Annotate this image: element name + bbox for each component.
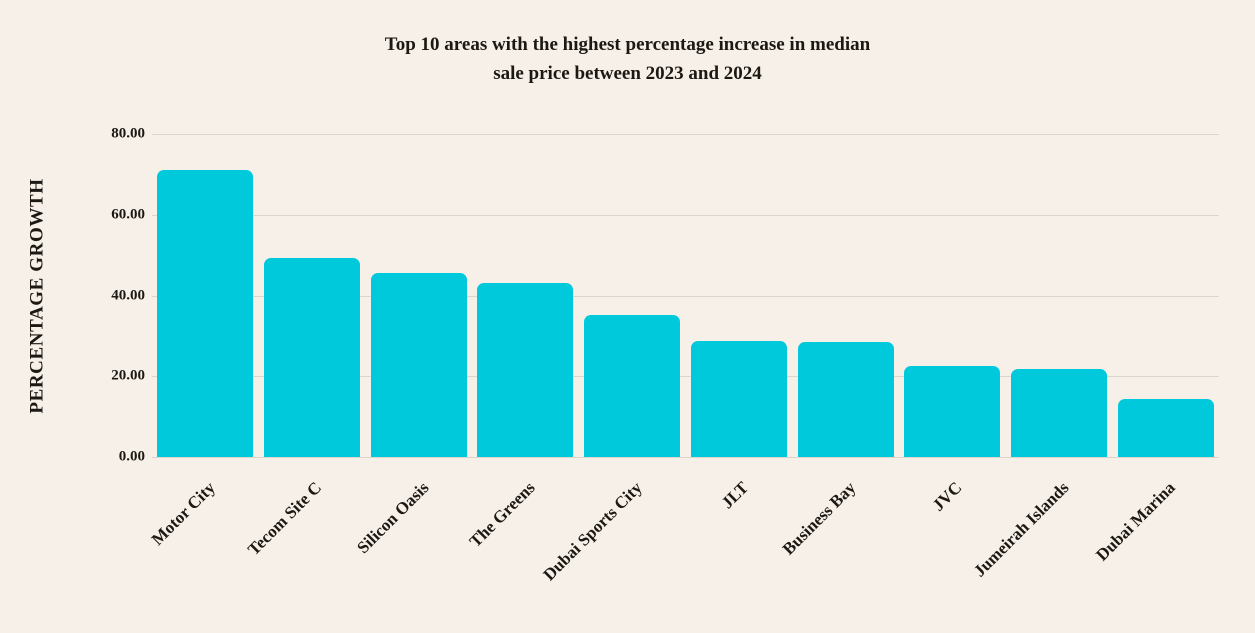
y-tick-label: 20.00 bbox=[111, 367, 145, 384]
bar-jumeirah-islands[interactable] bbox=[1010, 368, 1107, 457]
bar-tecom-site-c[interactable] bbox=[264, 257, 361, 457]
y-tick-label: 40.00 bbox=[111, 287, 145, 303]
x-axis-label: Motor City bbox=[147, 478, 219, 549]
x-axis-label: Silicon Oasis bbox=[352, 478, 433, 558]
gridline bbox=[152, 214, 1219, 216]
bar-jvc[interactable] bbox=[904, 366, 1001, 457]
x-axis-label: JVC bbox=[928, 478, 966, 515]
y-tick-label: 60.00 bbox=[111, 206, 145, 223]
bar-slot bbox=[1006, 134, 1113, 457]
x-axis-label: Tecom Site C bbox=[244, 478, 326, 560]
gridline bbox=[152, 376, 1219, 378]
bar-dubai-marina[interactable] bbox=[1117, 398, 1214, 457]
y-axis-ticks: 0.00 20.00 40.00 60.00 80.00 bbox=[0, 126, 145, 465]
chart-title-line1: Top 10 areas with the highest percentage… bbox=[384, 34, 871, 55]
x-axis-label: The Greens bbox=[465, 478, 539, 551]
gridline bbox=[152, 295, 1219, 297]
y-tick-label: 0.00 bbox=[118, 448, 145, 465]
gridline bbox=[152, 457, 1219, 458]
bar-slot bbox=[899, 134, 1006, 457]
bar-silicon-oasis[interactable] bbox=[370, 272, 467, 457]
bar-slot bbox=[472, 134, 579, 457]
bar-slot bbox=[365, 134, 472, 457]
bar-slot bbox=[686, 134, 793, 457]
bar-motor-city[interactable] bbox=[157, 170, 254, 457]
x-axis-label: JLT bbox=[717, 478, 753, 513]
gridline bbox=[152, 134, 1219, 135]
plot-area bbox=[152, 134, 1219, 458]
x-axis-label: Business Bay bbox=[778, 478, 859, 559]
bar-slot bbox=[579, 134, 686, 457]
bar-jlt[interactable] bbox=[690, 340, 787, 457]
x-axis-label: Dubai Sports City bbox=[539, 478, 646, 585]
bars-row bbox=[152, 134, 1219, 457]
chart-title-line2: sale price between 2023 and 2024 bbox=[493, 63, 762, 84]
bar-business-bay[interactable] bbox=[797, 342, 894, 457]
y-tick-label: 80.00 bbox=[111, 125, 145, 142]
bar-slot bbox=[152, 134, 259, 457]
bar-the-greens[interactable] bbox=[477, 282, 574, 457]
x-axis-labels: Motor City Tecom Site C Silicon Oasis The G… bbox=[148, 478, 1219, 608]
bar-slot bbox=[792, 134, 899, 457]
bar-slot bbox=[1112, 134, 1219, 457]
bar-dubai-sports-city[interactable] bbox=[584, 314, 681, 457]
bar-slot bbox=[259, 134, 366, 457]
x-axis-label: Dubai Marina bbox=[1092, 478, 1180, 565]
x-axis-label: Jumeirah Islands bbox=[969, 478, 1073, 581]
chart-title: Top 10 areas with the highest percentage… bbox=[0, 30, 1255, 88]
